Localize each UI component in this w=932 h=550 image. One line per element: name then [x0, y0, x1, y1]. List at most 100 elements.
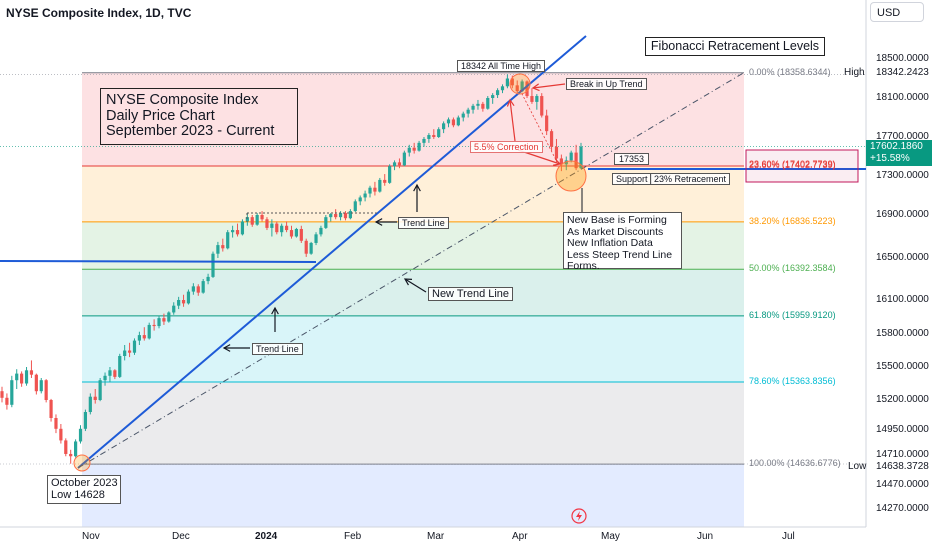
candle-body [432, 135, 436, 137]
lightning-icon [571, 508, 587, 524]
break-trend-arrow-head [531, 83, 540, 92]
candle-body [338, 213, 343, 218]
fib-level-label: 78.60% (15363.8356) [749, 375, 836, 386]
candle-body [520, 81, 524, 92]
candle-body [284, 225, 289, 231]
retracement-23-label: 23% Retracement [650, 173, 731, 185]
trend-line-label-1: Trend Line [398, 217, 449, 229]
candle-body [540, 96, 544, 116]
candle-body [196, 286, 200, 293]
candle-body [481, 103, 485, 109]
candle-body [93, 396, 97, 400]
candle-body [309, 242, 313, 254]
candle-body [231, 230, 235, 233]
candle-body [358, 197, 362, 202]
candle-body [142, 335, 146, 339]
candle-body [211, 253, 215, 277]
candle-body [407, 147, 411, 153]
candle-body [113, 370, 117, 377]
candle-body [456, 117, 460, 126]
correction-arrow-up [509, 99, 516, 142]
y-tick-label: 17700.0000 [876, 131, 929, 142]
candle-body [39, 380, 43, 392]
candle-body [245, 217, 249, 222]
candle-body [486, 98, 490, 109]
trend-line-horizontal [0, 260, 317, 263]
candle-body [221, 245, 225, 249]
candle-body [525, 81, 529, 97]
candle-body [103, 375, 107, 381]
correction-label: 5.5% Correction [470, 141, 543, 153]
support-circle [555, 160, 587, 192]
candle-body [123, 350, 127, 356]
candle-body [10, 380, 14, 405]
note-line-5: Forms. [567, 260, 600, 272]
candle-body [383, 179, 387, 183]
candle-body [530, 96, 534, 102]
fib-zone-below [82, 464, 744, 527]
chart-title: NYSE Composite Index, 1D, TVC [6, 6, 192, 20]
candle-body [226, 232, 230, 249]
y-tick-label: 14270.0000 [876, 503, 929, 514]
candle-body [34, 374, 38, 392]
candle-body [388, 166, 392, 183]
low-value: 14638.3728 [876, 461, 929, 472]
price-17353-label: 17353 [614, 153, 650, 165]
candle-body [495, 90, 500, 96]
candle-body [559, 158, 563, 165]
lightning-icon-bolt [576, 511, 582, 521]
candle-body [466, 109, 470, 114]
correction-arrow-up-head [506, 98, 515, 107]
retracement-highlight-box [745, 149, 859, 183]
candle-body [24, 370, 29, 384]
candle-body [118, 356, 122, 377]
x-tick-label: Mar [427, 531, 445, 542]
new-base-note: New Base is Forming As Market Discounts … [563, 212, 682, 272]
candle-body [177, 300, 181, 306]
october-low-note: October 2023 Low 14628 [47, 475, 121, 504]
new-trend-line [77, 71, 746, 469]
fib-zone [82, 269, 744, 316]
trend-arrow-left-1-head [374, 218, 383, 226]
candle-body [304, 240, 308, 254]
candle-body [545, 115, 549, 132]
candle-body [191, 286, 195, 292]
note-line-1: New Base is Forming [567, 214, 667, 226]
current-price-tag: 17602.1860 +15.58% [866, 140, 932, 166]
new-trend-arrow [404, 278, 427, 293]
candle-body [69, 453, 73, 457]
y-tick-label: 14470.0000 [876, 479, 929, 490]
current-price-change: +15.58% [870, 153, 910, 164]
candle-body [216, 245, 220, 254]
new-trend-line-label: New Trend Line [428, 287, 514, 301]
candle-body [250, 217, 254, 225]
candle-body [255, 215, 259, 225]
currency-button[interactable]: USD [870, 2, 924, 22]
candle-body [314, 234, 318, 243]
trend-arrow-up-2-head [271, 306, 279, 315]
y-tick-label: 15800.0000 [876, 328, 929, 339]
candle-body [392, 162, 397, 167]
candle-body [54, 418, 58, 429]
fib-level-label: 38.20% (16836.5223) [749, 215, 836, 226]
candle-body [29, 370, 34, 375]
candle-body [15, 373, 19, 381]
break-up-trend-label: Break in Up Trend [566, 78, 647, 90]
candle-body [162, 318, 166, 322]
candle-body [280, 225, 284, 233]
candle-body [446, 119, 451, 124]
candle-body [554, 146, 559, 159]
candle-body [427, 135, 431, 139]
trend-arrow-up-1-head [413, 183, 421, 192]
y-tick-label: 16500.0000 [876, 252, 929, 263]
candle-body [83, 412, 88, 429]
candle-body [549, 131, 554, 147]
candle-body [564, 160, 568, 165]
high-value: 18342.2423 [876, 67, 929, 78]
all-time-high-label: 18342 All Time High [457, 60, 546, 72]
candle-body [59, 428, 63, 441]
x-tick-label: Jun [697, 531, 714, 542]
fib-zone [82, 381, 744, 465]
note-line-3: New Inflation Data [567, 237, 653, 249]
candle-body [108, 370, 112, 376]
